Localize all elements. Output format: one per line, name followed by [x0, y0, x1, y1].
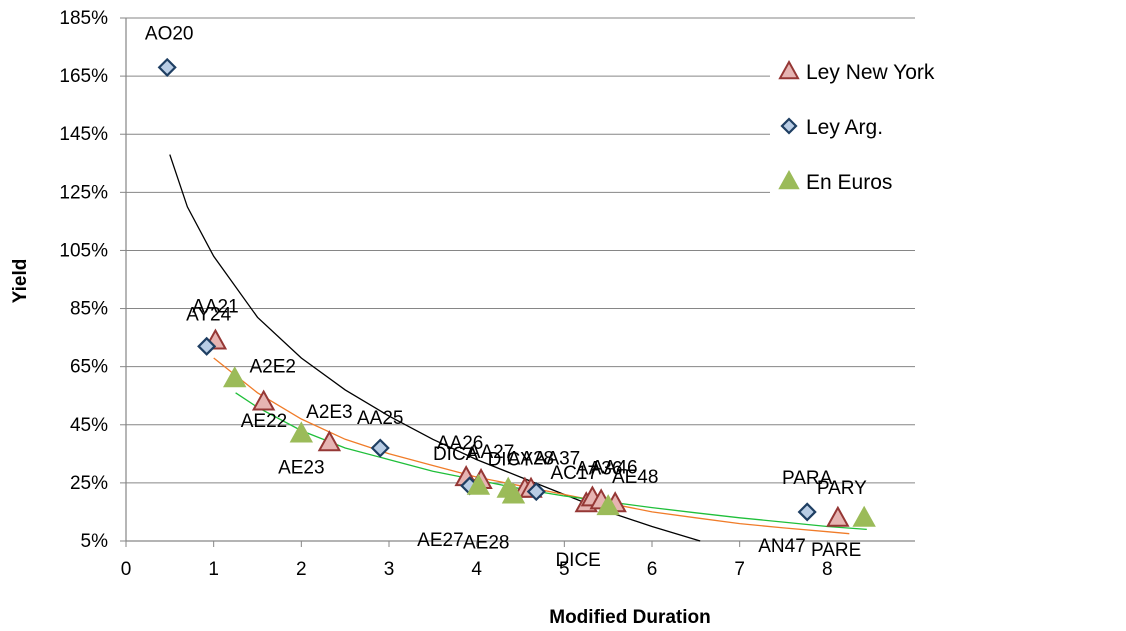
data-point	[317, 430, 342, 452]
x-tick-label: 3	[384, 559, 395, 580]
data-point	[466, 473, 491, 495]
legend-marker	[778, 59, 800, 80]
y-tick-label: 5%	[81, 531, 109, 552]
point-label: AY24	[186, 304, 232, 325]
data-point	[526, 482, 546, 502]
y-tick-label: 125%	[59, 182, 108, 203]
y-tick-label: 85%	[70, 299, 108, 320]
x-tick-label: 1	[208, 559, 219, 580]
legend-marker	[780, 117, 798, 135]
y-tick-label: 25%	[70, 473, 108, 494]
x-tick-label: 7	[734, 559, 745, 580]
x-tick-label: 6	[647, 559, 658, 580]
y-tick-label: 185%	[59, 8, 108, 29]
y-axis-title: Yield	[10, 259, 31, 304]
point-label: AE48	[612, 467, 658, 488]
point-label: AN47	[758, 536, 806, 557]
y-tick-label: 165%	[59, 66, 108, 87]
point-label: A2E2	[249, 356, 295, 377]
point-label: AA37	[534, 449, 580, 470]
point-label: AA36	[576, 458, 622, 479]
data-point	[596, 494, 620, 516]
x-tick-label: 0	[121, 559, 132, 580]
point-label: AA46	[591, 457, 637, 478]
data-point	[197, 336, 217, 356]
point-label: PARA	[782, 468, 833, 489]
x-tick-label: 5	[559, 559, 570, 580]
y-tick-labels: 5% 25% 45% 65% 85% 105% 125% 145% 165% 185%	[59, 8, 108, 552]
x-tick-labels: 0 1 2 3 4 5 6 7 8	[121, 559, 833, 580]
point-label: AE27	[417, 530, 463, 551]
point-label: AC17	[550, 463, 598, 484]
data-point	[826, 505, 850, 527]
legend-label: Ley Arg.	[806, 116, 883, 139]
legend-marker	[778, 169, 800, 190]
point-label: AA28	[508, 449, 554, 470]
y-tick-label: 65%	[70, 357, 108, 378]
y-tick-label: 45%	[70, 415, 108, 436]
legend-label: En Euros	[806, 171, 892, 194]
point-label: AE28	[463, 533, 509, 554]
point-label: AA27	[468, 442, 514, 463]
point-label: A2E3	[306, 402, 352, 423]
x-tick-label: 2	[296, 559, 307, 580]
x-tick-label: 8	[822, 559, 833, 580]
point-label: AO20	[145, 23, 194, 44]
data-point	[157, 57, 177, 77]
point-label: PARE	[811, 540, 861, 561]
legend: Ley New York Ley Arg. En Euros	[770, 50, 960, 200]
point-label: AA26	[437, 433, 483, 454]
point-label: DICY	[488, 450, 534, 471]
gridlines	[126, 17, 915, 542]
legend-label: Ley New York	[806, 61, 935, 84]
point-label: AA25	[357, 408, 403, 429]
trendline	[213, 357, 850, 535]
data-point	[370, 438, 390, 458]
axes	[120, 17, 915, 547]
data-point	[289, 421, 314, 443]
point-label: AA21	[192, 297, 238, 318]
y-tick-label: 105%	[59, 240, 108, 261]
data-labels: AA21 A2E3 AA26AA27AA28AA37AC17AA46AA36AE48…	[145, 23, 867, 571]
x-axis-title: Modified Duration	[549, 607, 710, 628]
data-point	[797, 502, 817, 522]
point-label: PARY	[817, 478, 867, 499]
x-tick-label: 4	[471, 559, 482, 580]
point-label: AE22	[241, 411, 287, 432]
data-points	[157, 57, 876, 527]
y-tick-label: 145%	[59, 124, 108, 145]
point-label: DICE	[555, 550, 600, 571]
data-point	[223, 366, 247, 388]
legend-background	[770, 50, 960, 200]
data-point	[501, 482, 526, 504]
point-label: DICA	[433, 444, 479, 465]
point-label: AE23	[278, 457, 324, 478]
data-point	[852, 505, 876, 527]
data-point	[251, 389, 276, 411]
